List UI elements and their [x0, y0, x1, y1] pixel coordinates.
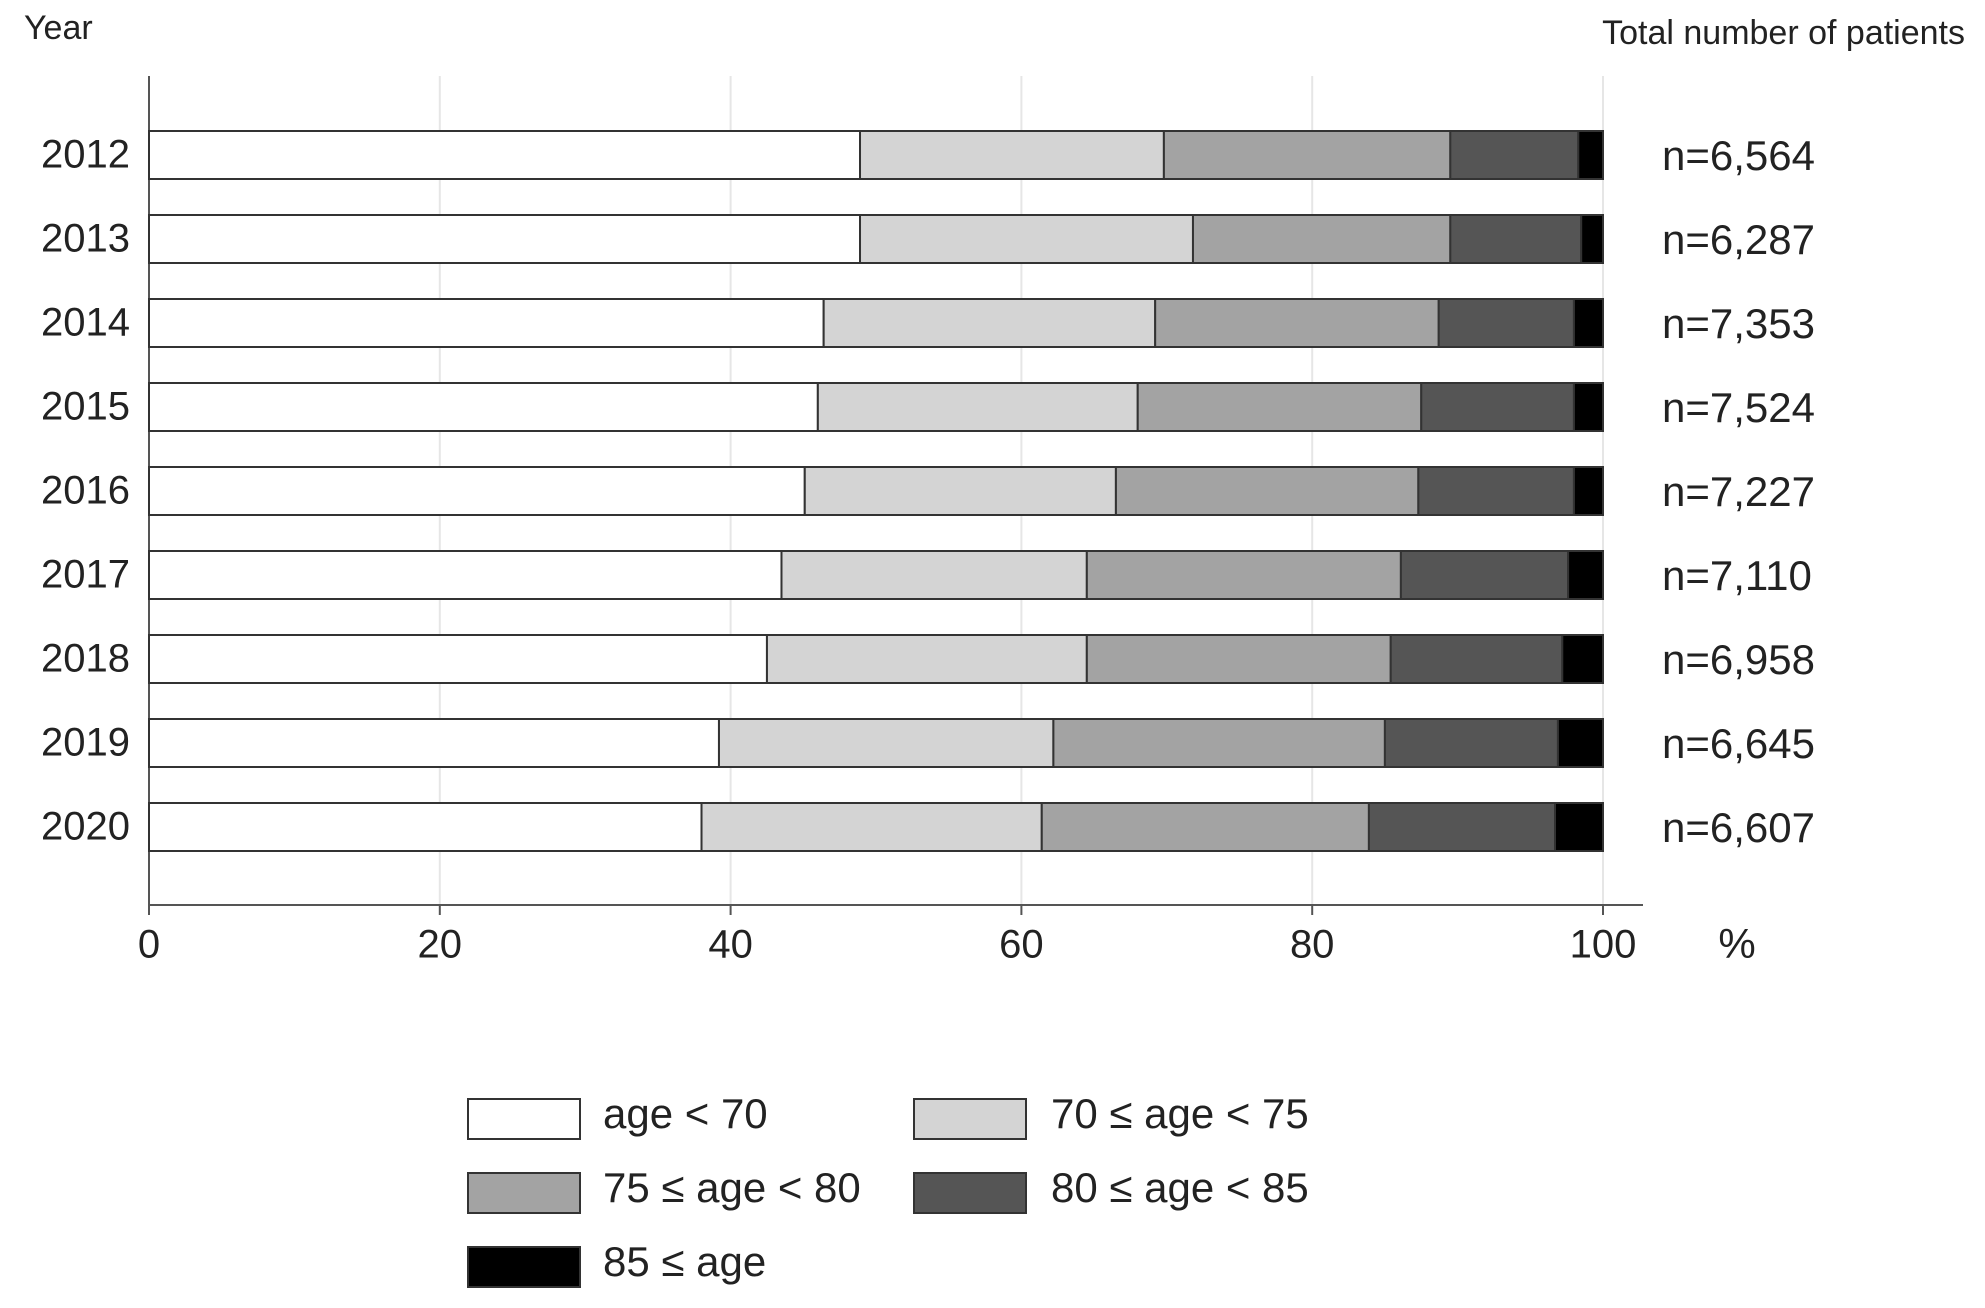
bar-segment: [148, 466, 806, 516]
total-label: n=6,564: [1662, 132, 1815, 179]
bar-segment: [1367, 802, 1557, 852]
legend-swatch: [467, 1246, 581, 1288]
bar-segment: [822, 298, 1157, 348]
x-tick-label: 100: [1570, 923, 1637, 967]
bar-segment: [1085, 634, 1392, 684]
legend-label: 80 ≤ age < 85: [1051, 1164, 1309, 1211]
total-label: n=6,607: [1662, 804, 1815, 851]
bar-segment: [859, 214, 1194, 264]
bar-segment: [1040, 802, 1370, 852]
legend-label: 75 ≤ age < 80: [603, 1164, 861, 1211]
bar-segment: [1580, 214, 1604, 264]
bar-segment: [1383, 718, 1559, 768]
bar-segment: [1052, 718, 1386, 768]
bar-segment: [1085, 550, 1402, 600]
bar-segment: [859, 130, 1165, 180]
legend-label: 85 ≤ age: [603, 1238, 766, 1285]
bar-segment: [148, 298, 825, 348]
bar-segment: [1154, 298, 1440, 348]
total-label: n=7,227: [1662, 468, 1815, 515]
y-tick-label: 2018: [41, 637, 130, 681]
bar-segment: [1449, 130, 1580, 180]
bar-segment: [780, 550, 1088, 600]
x-tick-label: 40: [708, 923, 753, 967]
total-label: n=6,958: [1662, 636, 1815, 683]
y-tick-label: 2016: [41, 469, 130, 513]
x-unit: %: [1718, 920, 1755, 967]
bar-segment: [1577, 130, 1604, 180]
bar-segment: [1572, 298, 1605, 348]
right-label: Total number of patients: [1602, 14, 1965, 52]
bar-segment: [148, 214, 862, 264]
legend-swatch: [467, 1098, 581, 1140]
y-tick-label: 2017: [41, 553, 130, 597]
bar-segment: [1556, 718, 1605, 768]
legend-swatch: [467, 1172, 581, 1214]
bar-segment: [148, 634, 768, 684]
bar-segment: [1449, 214, 1583, 264]
bar-segment: [1437, 298, 1575, 348]
legend-label: 70 ≤ age < 75: [1051, 1090, 1309, 1137]
bar-segment: [816, 382, 1139, 432]
x-tick-label: 20: [418, 923, 463, 967]
y-tick-label: 2015: [41, 385, 130, 429]
x-tick-label: 0: [138, 923, 160, 967]
bar-segment: [1399, 550, 1570, 600]
bar-segment: [1191, 214, 1452, 264]
legend-swatch: [913, 1098, 1027, 1140]
y-tick-label: 2012: [41, 133, 130, 177]
total-label: n=7,110: [1662, 552, 1812, 599]
bar-segment: [1554, 802, 1604, 852]
y-tick-label: 2014: [41, 301, 130, 345]
bar-segment: [1389, 634, 1564, 684]
x-tick-label: 80: [1290, 923, 1335, 967]
bar-segment: [148, 550, 783, 600]
legend-label: age < 70: [603, 1090, 768, 1137]
bar-segment: [1572, 382, 1605, 432]
total-label: n=6,287: [1662, 216, 1815, 263]
bar-segment: [148, 130, 862, 180]
y-tick-label: 2013: [41, 217, 130, 261]
y-tick-label: 2020: [41, 805, 130, 849]
x-tick-label: 60: [999, 923, 1044, 967]
total-label: n=6,645: [1662, 720, 1815, 767]
bar-segment: [803, 466, 1117, 516]
bar-segment: [148, 718, 720, 768]
bar-segment: [148, 382, 819, 432]
bar-segment: [765, 634, 1088, 684]
total-label: n=7,353: [1662, 300, 1815, 347]
bar-segment: [148, 802, 703, 852]
total-label: n=7,524: [1662, 384, 1815, 431]
bar-segment: [1162, 130, 1452, 180]
bar-segment: [1417, 466, 1575, 516]
y-tick-label: 2019: [41, 721, 130, 765]
bar-segment: [1567, 550, 1605, 600]
bar-segment: [1136, 382, 1423, 432]
bar-segment: [717, 718, 1055, 768]
bar-segment: [1420, 382, 1575, 432]
bar-segment: [1114, 466, 1420, 516]
bar-segment: [1561, 634, 1604, 684]
y-axis-label: Year: [24, 9, 93, 47]
bar-segment: [700, 802, 1043, 852]
bar-segment: [1572, 466, 1605, 516]
legend-swatch: [913, 1172, 1027, 1214]
